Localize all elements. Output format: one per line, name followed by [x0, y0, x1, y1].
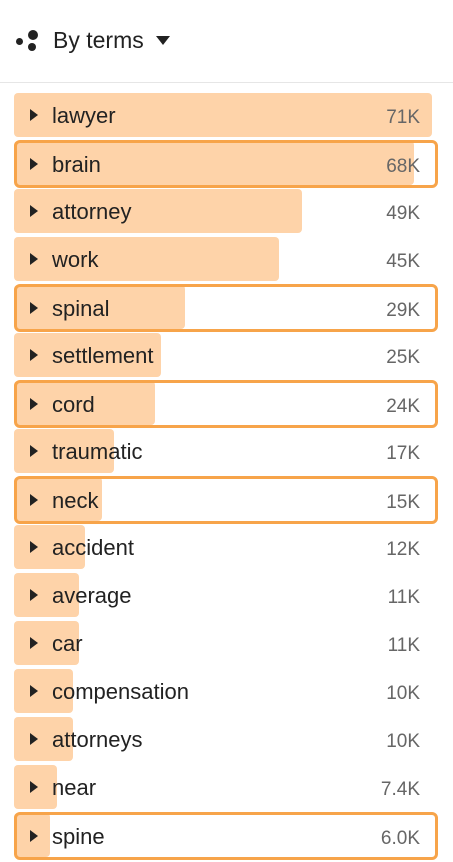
term-count: 15K: [386, 492, 420, 513]
term-share-bar: [14, 93, 432, 137]
expand-arrow-icon[interactable]: [30, 398, 38, 410]
term-row[interactable]: neck 15K: [14, 476, 438, 524]
dots-icon: [14, 27, 40, 53]
term-row[interactable]: average 11K: [14, 573, 438, 617]
term-count: 17K: [386, 443, 420, 464]
term-row[interactable]: attorneys 10K: [14, 717, 438, 761]
term-label: lawyer: [52, 103, 116, 128]
term-label: near: [52, 775, 97, 800]
term-label: neck: [52, 488, 99, 513]
expand-arrow-icon[interactable]: [30, 253, 38, 265]
term-row[interactable]: brain 68K: [14, 140, 438, 188]
highlight-frame: [14, 812, 438, 860]
term-label: settlement: [52, 343, 154, 368]
term-label: attorney: [52, 199, 132, 224]
term-count: 10K: [386, 731, 420, 752]
term-row[interactable]: work 45K: [14, 237, 438, 281]
term-share-bar: [14, 573, 79, 617]
group-by-label: By terms: [53, 26, 144, 53]
highlight-frame: [14, 140, 438, 188]
term-label: accident: [52, 535, 134, 560]
term-row[interactable]: car 11K: [14, 621, 438, 665]
expand-arrow-icon[interactable]: [30, 685, 38, 697]
term-row[interactable]: compensation 10K: [14, 669, 438, 713]
expand-arrow-icon[interactable]: [30, 589, 38, 601]
highlight-frame: [14, 476, 438, 524]
term-row[interactable]: settlement 25K: [14, 333, 438, 377]
term-row[interactable]: spinal 29K: [14, 284, 438, 332]
term-count: 71K: [386, 107, 420, 128]
term-share-bar: [14, 141, 414, 185]
term-share-bar: [14, 717, 73, 761]
highlight-frame: [14, 284, 438, 332]
term-row[interactable]: traumatic 17K: [14, 429, 438, 473]
expand-arrow-icon[interactable]: [30, 637, 38, 649]
term-share-bar: [14, 333, 161, 377]
term-label: attorneys: [52, 727, 143, 752]
term-count: 11K: [387, 587, 420, 608]
term-label: average: [52, 583, 132, 608]
term-label: cord: [52, 392, 95, 417]
term-label: car: [52, 631, 83, 656]
term-label: brain: [52, 152, 101, 177]
expand-arrow-icon[interactable]: [30, 109, 38, 121]
term-count: 29K: [386, 300, 420, 321]
expand-arrow-icon[interactable]: [30, 541, 38, 553]
expand-arrow-icon[interactable]: [30, 494, 38, 506]
term-label: work: [52, 247, 99, 272]
term-share-bar: [14, 285, 185, 329]
term-share-bar: [14, 237, 279, 281]
caret-down-icon: [155, 35, 170, 45]
expand-arrow-icon[interactable]: [30, 781, 38, 793]
term-row[interactable]: cord 24K: [14, 380, 438, 428]
term-count: 6.0K: [380, 828, 420, 849]
term-label: spine: [52, 824, 105, 849]
group-by-dropdown[interactable]: By terms: [14, 24, 170, 56]
expand-arrow-icon[interactable]: [30, 158, 38, 170]
term-count: 11K: [387, 635, 420, 656]
term-row[interactable]: near 7.4K: [14, 765, 438, 809]
term-share-bar: [14, 621, 79, 665]
term-share-bar: [14, 669, 73, 713]
term-share-bar: [14, 189, 302, 233]
term-count: 12K: [386, 539, 420, 560]
term-count: 25K: [386, 347, 420, 368]
term-count: 7.4K: [380, 779, 420, 800]
term-count: 10K: [386, 683, 420, 704]
term-label: compensation: [52, 679, 189, 704]
term-row[interactable]: lawyer 71K: [14, 93, 438, 137]
term-count: 45K: [386, 251, 420, 272]
expand-arrow-icon[interactable]: [30, 830, 38, 842]
term-row[interactable]: attorney 49K: [14, 189, 438, 233]
highlight-frame: [14, 380, 438, 428]
term-count: 68K: [386, 156, 420, 177]
term-label: spinal: [52, 296, 110, 321]
term-share-bar: [14, 525, 85, 569]
header: By terms: [0, 0, 453, 83]
expand-arrow-icon[interactable]: [30, 349, 38, 361]
term-label: traumatic: [52, 439, 143, 464]
term-share-bar: [14, 477, 102, 521]
term-count: 24K: [386, 396, 420, 417]
expand-arrow-icon[interactable]: [30, 302, 38, 314]
term-count: 49K: [386, 203, 420, 224]
term-row[interactable]: accident 12K: [14, 525, 438, 569]
expand-arrow-icon[interactable]: [30, 733, 38, 745]
expand-arrow-icon[interactable]: [30, 445, 38, 457]
term-row[interactable]: spine 6.0K: [14, 812, 438, 860]
expand-arrow-icon[interactable]: [30, 205, 38, 217]
